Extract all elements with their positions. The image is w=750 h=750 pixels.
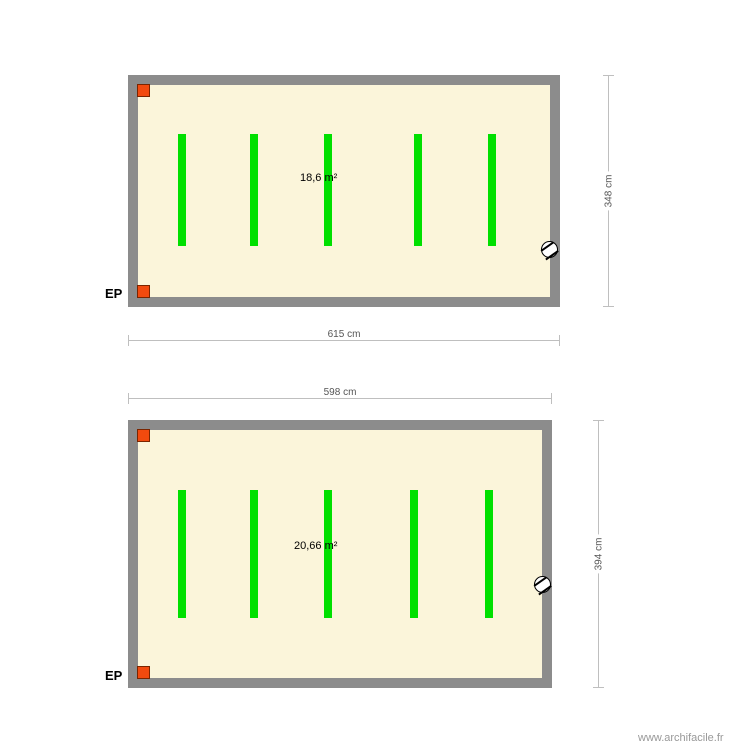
- room-top-bar-5: [488, 134, 496, 246]
- room-top-bar-3: [324, 134, 332, 246]
- room-top-area-label: 18,6 m²: [300, 172, 337, 184]
- room-top-width-label: 615 cm: [325, 329, 364, 340]
- room-bottom-height-dimension: 394 cm: [598, 420, 599, 688]
- room-top-outlet-icon: [541, 241, 558, 258]
- room-bottom-bar-5: [485, 490, 493, 618]
- room-bottom-area-label: 20,66 m²: [294, 540, 337, 552]
- room-bottom-marker-tl: [138, 430, 149, 441]
- room-top-height-dimension: 348 cm: [608, 75, 609, 307]
- room-top-bar-1: [178, 134, 186, 246]
- room-bottom-width-dimension: 598 cm: [128, 398, 552, 399]
- room-bottom-bar-2: [250, 490, 258, 618]
- room-bottom-floor: [138, 430, 542, 678]
- room-bottom-width-label: 598 cm: [321, 387, 360, 398]
- room-bottom-marker-bl: [138, 667, 149, 678]
- room-top-ep-label: EP: [105, 286, 122, 301]
- room-bottom-outlet-icon: [534, 576, 551, 593]
- room-top-bar-4: [414, 134, 422, 246]
- room-bottom-height-label: 394 cm: [593, 535, 604, 574]
- room-bottom-ep-label: EP: [105, 668, 122, 683]
- room-top-marker-tl: [138, 85, 149, 96]
- room-top-bar-2: [250, 134, 258, 246]
- room-top-width-dimension: 615 cm: [128, 340, 560, 341]
- watermark-link[interactable]: www.archifacile.fr: [638, 732, 724, 744]
- floorplan-canvas: 18,6 m² EP 615 cm 348 cm 20,66 m² EP 598…: [0, 0, 750, 750]
- room-top-height-label: 348 cm: [603, 172, 614, 211]
- room-top-marker-bl: [138, 286, 149, 297]
- room-bottom-bar-4: [410, 490, 418, 618]
- room-bottom-bar-1: [178, 490, 186, 618]
- room-bottom-bar-3: [324, 490, 332, 618]
